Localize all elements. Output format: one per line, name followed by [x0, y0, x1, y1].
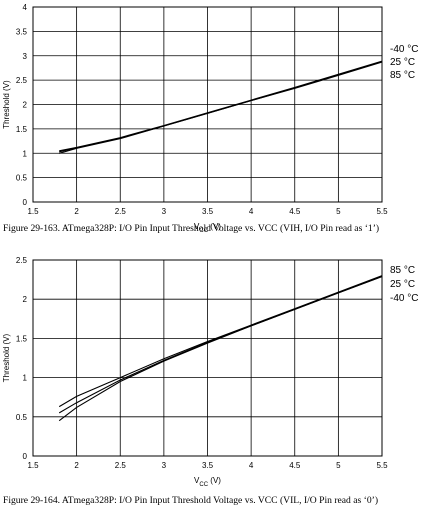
y-tick-label: 1.5	[16, 334, 28, 343]
x-tick-label: 2.5	[115, 207, 127, 216]
y-axis-title: Threshold (V)	[2, 333, 11, 382]
y-tick-label: 3.5	[16, 27, 28, 36]
series-line-1	[58, 275, 383, 414]
plot-frame	[32, 259, 383, 457]
legend-label: 25 °C	[390, 57, 415, 68]
x-tick-label: 3.5	[202, 461, 214, 470]
chart-vil: 1.5 2 2.5 3 3.5 4 4.5 5 5.5 0 0.5 1 1.5 2 2.5 Threshol…	[2, 256, 418, 506]
figure-caption: Figure 29-163. ATmega328P: I/O Pin Input…	[3, 223, 379, 234]
x-tick-label: 1.5	[27, 461, 39, 470]
series-line-2	[58, 275, 383, 408]
legend-label: 85 °C	[390, 70, 415, 81]
x-tick-label: 3	[162, 461, 167, 470]
x-axis-title-main: V	[194, 222, 200, 231]
x-tick-label: 5	[336, 207, 341, 216]
series-line-0	[58, 275, 383, 422]
y-tick-label: 1	[23, 374, 28, 383]
y-tick-label: 1.5	[16, 125, 28, 134]
y-axis-title: Threshold (V)	[2, 80, 11, 129]
x-tick-label: 4.5	[289, 461, 301, 470]
y-tick-label: 0	[23, 198, 28, 207]
x-tick-label: 5.5	[376, 207, 388, 216]
y-tick-label: 0.5	[16, 413, 28, 422]
legend-label: 85 °C	[390, 265, 415, 276]
series-line-2	[59, 60, 383, 152]
x-tick-label: 5	[336, 461, 341, 470]
x-axis-title-suffix: (V)	[208, 476, 221, 485]
x-axis-title: VCC (V)	[194, 476, 221, 488]
series-line-1	[59, 61, 383, 153]
y-tick-label: 2	[23, 295, 28, 304]
y-tick-label: 4	[23, 3, 28, 12]
legend-label: -40 °C	[390, 293, 418, 304]
y-tick-label: 0.5	[16, 174, 28, 183]
x-axis-title-sub: CC	[199, 228, 208, 234]
y-tick-label: 2	[23, 101, 28, 110]
x-tick-label: 3.5	[202, 207, 214, 216]
legend-label: 25 °C	[390, 279, 415, 290]
x-tick-label: 2	[74, 207, 79, 216]
x-tick-label: 5.5	[376, 461, 388, 470]
y-tick-label: 0	[23, 452, 28, 461]
x-tick-label: 2	[74, 461, 79, 470]
x-axis-title-main: V	[194, 476, 200, 485]
x-tick-label: 4.5	[289, 207, 301, 216]
y-tick-label: 2.5	[16, 76, 28, 85]
figure-caption: Figure 29-164. ATmega328P: I/O Pin Input…	[3, 495, 378, 506]
legend-label: -40 °C	[390, 44, 418, 55]
x-tick-label: 2.5	[115, 461, 127, 470]
x-tick-label: 3	[162, 207, 167, 216]
plot-frame	[32, 6, 383, 203]
x-axis-title: VCC (V)	[194, 222, 221, 234]
chart-vih: 1.5 2 2.5 3 3.5 4 4.5 5 5.5 0 0.5 1 1.5 2 2.5 3 3.5 4 Thr…	[2, 3, 418, 234]
y-tick-label: 2.5	[16, 256, 28, 265]
x-tick-label: 1.5	[27, 207, 39, 216]
x-axis-title-suffix: (V)	[208, 222, 221, 231]
y-tick-label: 3	[23, 52, 28, 61]
x-tick-label: 4	[249, 207, 254, 216]
x-tick-label: 4	[249, 461, 254, 470]
x-axis-title-sub: CC	[199, 482, 208, 488]
y-tick-label: 1	[23, 149, 28, 158]
